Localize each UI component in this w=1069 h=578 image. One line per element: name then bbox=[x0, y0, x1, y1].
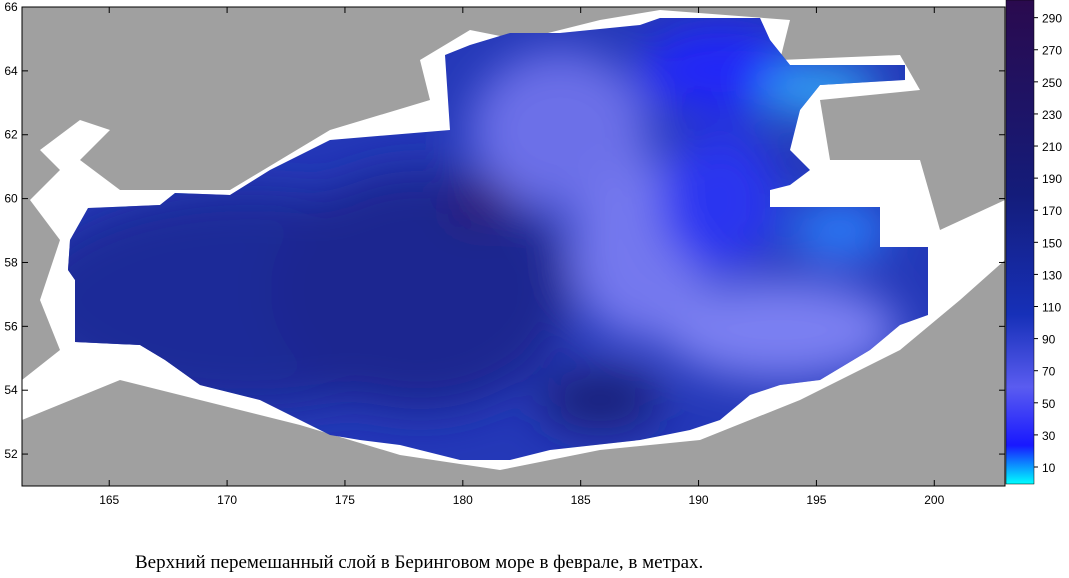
x-tick-label: 180 bbox=[453, 493, 473, 507]
y-tick-label: 64 bbox=[4, 64, 18, 78]
colorbar-tick-label: 190 bbox=[1042, 172, 1062, 186]
y-tick-label: 66 bbox=[4, 0, 18, 14]
y-tick-label: 62 bbox=[4, 128, 18, 142]
colorbar-tick-label: 130 bbox=[1042, 268, 1062, 282]
y-tick-label: 56 bbox=[4, 319, 18, 333]
colorbar-tick-label: 210 bbox=[1042, 140, 1062, 154]
colorbar-tick-label: 230 bbox=[1042, 108, 1062, 122]
y-tick-label: 58 bbox=[4, 255, 18, 269]
colorbar-tick-label: 290 bbox=[1042, 12, 1062, 26]
map-area bbox=[22, 7, 1005, 486]
colorbar bbox=[1005, 0, 1035, 485]
y-tick-label: 60 bbox=[4, 192, 18, 206]
x-tick-label: 195 bbox=[806, 493, 826, 507]
colorbar-tick-label: 150 bbox=[1042, 236, 1062, 250]
x-tick-label: 200 bbox=[924, 493, 944, 507]
x-tick-label: 170 bbox=[217, 493, 237, 507]
x-tick-label: 190 bbox=[689, 493, 709, 507]
caption: Верхний перемешанный слой в Беринговом м… bbox=[135, 552, 703, 573]
colorbar-tick-label: 10 bbox=[1042, 461, 1056, 475]
colorbar-tick-label: 90 bbox=[1042, 333, 1056, 347]
colorbar-tick-label: 50 bbox=[1042, 397, 1056, 411]
x-tick-label: 175 bbox=[335, 493, 355, 507]
y-tick-label: 54 bbox=[4, 383, 18, 397]
colorbar-tick-label: 70 bbox=[1042, 365, 1056, 379]
colorbar-tick-label: 270 bbox=[1042, 44, 1062, 58]
colorbar-tick-label: 30 bbox=[1042, 429, 1056, 443]
x-tick-label: 165 bbox=[99, 493, 119, 507]
colorbar-tick-label: 170 bbox=[1042, 204, 1062, 218]
y-tick-label: 52 bbox=[4, 447, 18, 461]
plot-frame bbox=[21, 6, 1006, 487]
colorbar-tick-label: 250 bbox=[1042, 76, 1062, 90]
colorbar-tick-label: 110 bbox=[1042, 301, 1061, 315]
x-tick-label: 185 bbox=[571, 493, 591, 507]
